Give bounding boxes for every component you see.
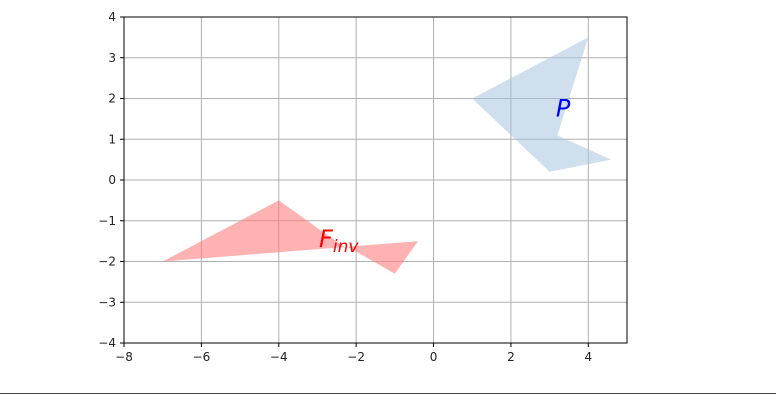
chart: −8 −6 −4 −2 0 2 4 −4 −3 −2 −1 0 1 2 3 4 P Finv xyxy=(98,10,628,364)
polygons xyxy=(162,37,612,274)
label-f: Finv xyxy=(319,225,359,257)
y-tick-label: 2 xyxy=(108,92,116,106)
y-tick-label: 3 xyxy=(108,51,116,65)
label-subscript: inv xyxy=(333,237,359,257)
polygon-p xyxy=(472,37,612,172)
y-tick-label: 0 xyxy=(108,173,116,187)
y-tick-label: −4 xyxy=(98,336,116,350)
y-tick-label: 4 xyxy=(108,10,116,24)
x-tick-label: −8 xyxy=(115,350,133,364)
x-tick-label: 4 xyxy=(584,350,592,364)
axis-ticks: −8 −6 −4 −2 0 2 4 −4 −3 −2 −1 0 1 2 3 4 xyxy=(98,10,592,364)
x-tick-label: −2 xyxy=(347,350,365,364)
x-tick-label: −4 xyxy=(270,350,288,364)
y-tick-label: 1 xyxy=(108,132,116,146)
label-p: P xyxy=(556,95,571,123)
y-tick-label: −3 xyxy=(98,295,116,309)
x-tick-label: −6 xyxy=(193,350,211,364)
separator-line xyxy=(0,393,776,394)
shape-labels: P Finv xyxy=(319,95,571,257)
label-main: F xyxy=(319,225,334,253)
y-tick-label: −1 xyxy=(98,214,116,228)
x-tick-label: 0 xyxy=(430,350,438,364)
x-tick-label: 2 xyxy=(507,350,515,364)
label-main: P xyxy=(556,95,571,123)
polygon-f xyxy=(162,200,419,274)
y-tick-label: −2 xyxy=(98,255,116,269)
